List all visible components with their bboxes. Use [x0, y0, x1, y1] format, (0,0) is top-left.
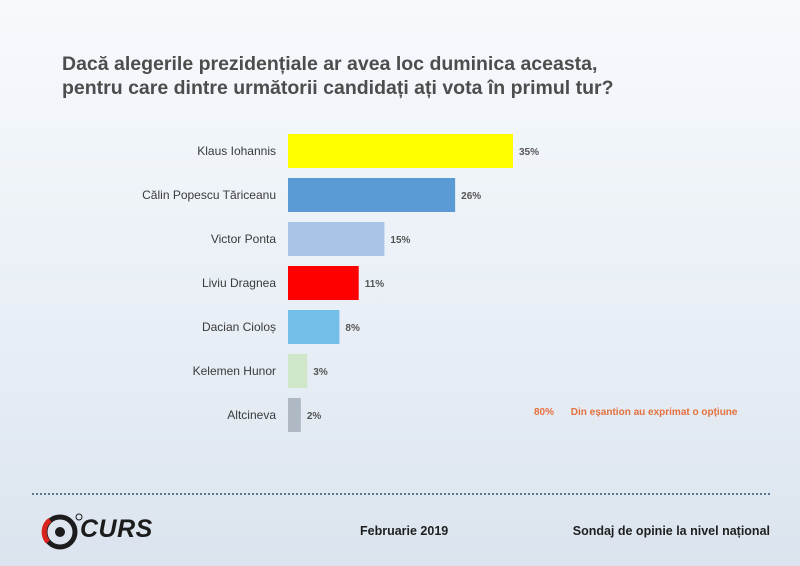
bar: [288, 222, 385, 256]
sample-note-text: Din eșantion au exprimat o opțiune: [570, 407, 738, 418]
bar: [288, 178, 456, 212]
value-label: 26%: [461, 191, 481, 202]
category-label: Victor Ponta: [211, 232, 276, 246]
sample-note: 80% Din eșantion au exprimat o opțiune: [534, 407, 737, 418]
value-label: 15%: [390, 235, 410, 246]
logo-text: CURS: [80, 515, 153, 543]
chart-title-line-2: pentru care dintre următorii candidați a…: [62, 77, 614, 99]
value-label: 2%: [307, 411, 322, 422]
value-label: 8%: [345, 323, 360, 334]
bar: [288, 266, 359, 300]
bar-chart: Klaus Iohannis 35% Călin Popescu Tăriceanu…: [142, 134, 539, 432]
value-label: 11%: [365, 279, 385, 290]
bar: [288, 310, 340, 344]
bar: [288, 134, 513, 168]
bar: [288, 354, 308, 388]
footer-survey-label: Sondaj de opinie la nivel național: [572, 524, 770, 538]
footer-divider: [32, 493, 770, 495]
category-label: Călin Popescu Tăriceanu: [142, 188, 276, 202]
value-label: 35%: [519, 147, 539, 158]
chart-title: Dacă alegerile prezidențiale ar avea loc…: [62, 52, 702, 100]
value-label: 3%: [313, 367, 328, 378]
chart-title-line-1: Dacă alegerile prezidențiale ar avea loc…: [62, 53, 598, 75]
category-label: Klaus Iohannis: [197, 144, 276, 158]
category-label: Dacian Cioloș: [202, 320, 276, 334]
curs-logo-icon: [41, 513, 83, 550]
footer-date: Februarie 2019: [360, 524, 449, 538]
category-label: Liviu Dragnea: [202, 276, 276, 290]
sample-note-percent: 80%: [534, 407, 555, 418]
category-label: Kelemen Hunor: [193, 364, 276, 378]
category-label: Altcineva: [227, 408, 276, 422]
bar: [288, 398, 301, 432]
